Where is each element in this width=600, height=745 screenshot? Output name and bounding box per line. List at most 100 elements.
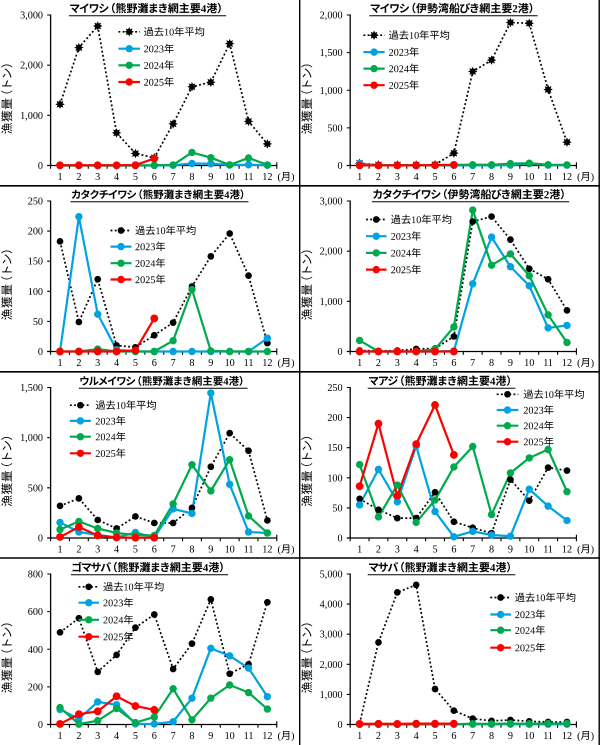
svg-text:11: 11 — [244, 358, 254, 369]
svg-text:2: 2 — [376, 172, 381, 183]
svg-text:1,500: 1,500 — [20, 383, 43, 394]
svg-text:11: 11 — [244, 172, 254, 183]
svg-text:11: 11 — [543, 545, 553, 556]
svg-text:9: 9 — [208, 731, 213, 742]
svg-text:10: 10 — [225, 358, 235, 369]
svg-text:4: 4 — [114, 358, 119, 369]
svg-text:8: 8 — [489, 731, 494, 742]
svg-text:12: 12 — [562, 731, 572, 742]
svg-text:5: 5 — [432, 172, 437, 183]
svg-text:10: 10 — [524, 172, 534, 183]
svg-text:50: 50 — [33, 317, 43, 328]
svg-text:1: 1 — [357, 358, 362, 369]
svg-text:2: 2 — [76, 545, 81, 556]
svg-text:2: 2 — [76, 731, 81, 742]
svg-text:10: 10 — [524, 731, 534, 742]
svg-text:8: 8 — [189, 731, 194, 742]
svg-text:12: 12 — [262, 172, 272, 183]
svg-text:200: 200 — [28, 227, 43, 238]
svg-text:9: 9 — [208, 172, 213, 183]
svg-text:12: 12 — [262, 545, 272, 556]
svg-text:10: 10 — [225, 172, 235, 183]
svg-text:8: 8 — [189, 172, 194, 183]
svg-text:5: 5 — [133, 172, 138, 183]
svg-text:11: 11 — [244, 731, 254, 742]
svg-text:2: 2 — [376, 545, 381, 556]
svg-text:9: 9 — [508, 358, 513, 369]
svg-text:12: 12 — [262, 358, 272, 369]
svg-text:6: 6 — [152, 731, 157, 742]
svg-text:1: 1 — [57, 172, 62, 183]
svg-text:8: 8 — [489, 358, 494, 369]
svg-text:3: 3 — [95, 545, 100, 556]
svg-text:7: 7 — [171, 172, 176, 183]
svg-text:5: 5 — [133, 731, 138, 742]
svg-text:4: 4 — [114, 731, 119, 742]
svg-text:150: 150 — [327, 443, 342, 454]
svg-text:250: 250 — [327, 383, 342, 394]
svg-text:5: 5 — [432, 731, 437, 742]
svg-text:4,000: 4,000 — [320, 600, 343, 611]
svg-text:1: 1 — [57, 358, 62, 369]
svg-text:250: 250 — [28, 197, 43, 208]
svg-text:200: 200 — [28, 682, 43, 693]
svg-text:9: 9 — [208, 545, 213, 556]
svg-text:10: 10 — [524, 358, 534, 369]
svg-text:6: 6 — [451, 358, 456, 369]
svg-text:12: 12 — [562, 545, 572, 556]
svg-text:3,000: 3,000 — [20, 11, 43, 22]
svg-text:1,000: 1,000 — [320, 297, 343, 308]
svg-text:4: 4 — [114, 545, 119, 556]
svg-text:2: 2 — [376, 731, 381, 742]
svg-text:3: 3 — [395, 172, 400, 183]
svg-text:5,000: 5,000 — [320, 570, 343, 581]
svg-text:1,000: 1,000 — [320, 86, 343, 97]
svg-text:6: 6 — [152, 545, 157, 556]
svg-text:5: 5 — [432, 358, 437, 369]
svg-text:10: 10 — [225, 545, 235, 556]
svg-text:7: 7 — [470, 172, 475, 183]
svg-text:0: 0 — [338, 347, 343, 358]
svg-text:7: 7 — [470, 358, 475, 369]
svg-text:100: 100 — [327, 473, 342, 484]
svg-text:0: 0 — [38, 720, 43, 731]
svg-text:0: 0 — [338, 720, 343, 731]
svg-text:100: 100 — [28, 287, 43, 298]
svg-text:3: 3 — [95, 358, 100, 369]
svg-text:6: 6 — [451, 545, 456, 556]
svg-text:1,000: 1,000 — [20, 111, 43, 122]
svg-text:2: 2 — [76, 172, 81, 183]
svg-text:3: 3 — [395, 731, 400, 742]
svg-text:9: 9 — [508, 172, 513, 183]
svg-text:2,000: 2,000 — [320, 660, 343, 671]
svg-text:6: 6 — [152, 172, 157, 183]
svg-text:6: 6 — [152, 358, 157, 369]
svg-text:11: 11 — [543, 731, 553, 742]
svg-text:12: 12 — [262, 731, 272, 742]
svg-text:12: 12 — [562, 358, 572, 369]
svg-text:500: 500 — [327, 123, 342, 134]
svg-text:10: 10 — [225, 731, 235, 742]
svg-text:50: 50 — [332, 503, 342, 514]
svg-text:11: 11 — [543, 358, 553, 369]
svg-text:5: 5 — [133, 545, 138, 556]
svg-text:1,000: 1,000 — [320, 690, 343, 701]
svg-text:2: 2 — [376, 358, 381, 369]
svg-text:3,000: 3,000 — [320, 630, 343, 641]
svg-text:1: 1 — [357, 545, 362, 556]
svg-text:0: 0 — [338, 534, 343, 545]
svg-text:8: 8 — [489, 172, 494, 183]
svg-text:4: 4 — [414, 358, 419, 369]
svg-text:0: 0 — [338, 161, 343, 172]
svg-text:1,500: 1,500 — [320, 48, 343, 59]
svg-text:500: 500 — [28, 483, 43, 494]
svg-text:6: 6 — [451, 172, 456, 183]
svg-text:8: 8 — [189, 545, 194, 556]
svg-text:7: 7 — [171, 358, 176, 369]
svg-text:1: 1 — [57, 545, 62, 556]
svg-text:600: 600 — [28, 607, 43, 618]
svg-text:1,000: 1,000 — [20, 433, 43, 444]
svg-text:9: 9 — [508, 545, 513, 556]
svg-text:7: 7 — [171, 545, 176, 556]
svg-text:9: 9 — [208, 358, 213, 369]
